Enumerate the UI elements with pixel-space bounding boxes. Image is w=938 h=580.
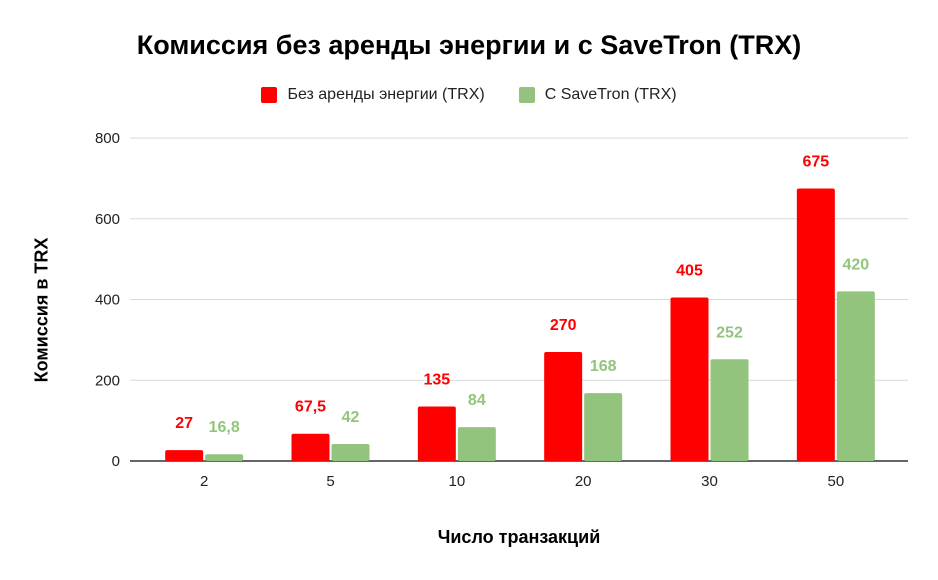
data-label-series-2: 84 bbox=[468, 392, 486, 409]
data-label-series-2: 42 bbox=[342, 409, 360, 426]
y-tick-label: 200 bbox=[95, 372, 120, 389]
y-tick-label: 400 bbox=[95, 292, 120, 309]
legend: Без аренды энергии (TRX) С SaveTron (TRX… bbox=[0, 86, 938, 104]
x-tick-label: 10 bbox=[448, 473, 465, 490]
bar-series-1 bbox=[291, 433, 330, 461]
x-tick-label: 30 bbox=[701, 473, 718, 490]
x-tick-label: 50 bbox=[827, 473, 844, 490]
data-label-series-2: 252 bbox=[716, 324, 743, 341]
legend-swatch-series-2 bbox=[518, 87, 535, 103]
data-label-series-1: 405 bbox=[676, 262, 703, 279]
legend-item-series-1: Без аренды энергии (TRX) bbox=[261, 86, 485, 104]
x-tick-label: 20 bbox=[575, 473, 592, 490]
y-tick-label: 600 bbox=[95, 211, 120, 228]
data-label-series-2: 168 bbox=[590, 358, 617, 375]
bar-series-1 bbox=[796, 188, 835, 461]
data-label-series-1: 675 bbox=[802, 153, 829, 170]
data-label-series-2: 16,8 bbox=[209, 419, 240, 436]
legend-swatch-series-1 bbox=[261, 87, 278, 103]
x-axis-label: Число транзакций bbox=[437, 527, 601, 547]
chart-title: Комиссия без аренды энергии и с SaveTron… bbox=[136, 30, 802, 60]
data-label-series-2: 420 bbox=[842, 256, 869, 273]
bar-series-1 bbox=[544, 351, 583, 461]
y-tick-label: 0 bbox=[112, 453, 120, 470]
bar-series-2 bbox=[584, 393, 623, 461]
bar-series-1 bbox=[417, 406, 456, 461]
x-tick-label: 5 bbox=[326, 473, 334, 490]
bar-series-2 bbox=[205, 454, 244, 461]
data-label-series-1: 270 bbox=[550, 317, 577, 334]
bar-series-1 bbox=[165, 450, 204, 461]
x-tick-label: 2 bbox=[200, 473, 208, 490]
bar-series-2 bbox=[331, 444, 370, 461]
legend-label-series-2: С SaveTron (TRX) bbox=[544, 86, 677, 103]
data-label-series-1: 135 bbox=[423, 371, 450, 388]
legend-label-series-1: Без аренды энергии (TRX) bbox=[287, 86, 485, 103]
bar-series-2 bbox=[710, 359, 749, 461]
data-label-series-1: 67,5 bbox=[295, 399, 326, 416]
legend-item-series-2: С SaveTron (TRX) bbox=[518, 86, 677, 104]
bar-series-2 bbox=[457, 427, 496, 461]
y-tick-label: 800 bbox=[95, 130, 120, 147]
data-label-series-1: 27 bbox=[175, 415, 193, 432]
bar-series-1 bbox=[670, 297, 709, 461]
bar-series-2 bbox=[836, 291, 875, 461]
